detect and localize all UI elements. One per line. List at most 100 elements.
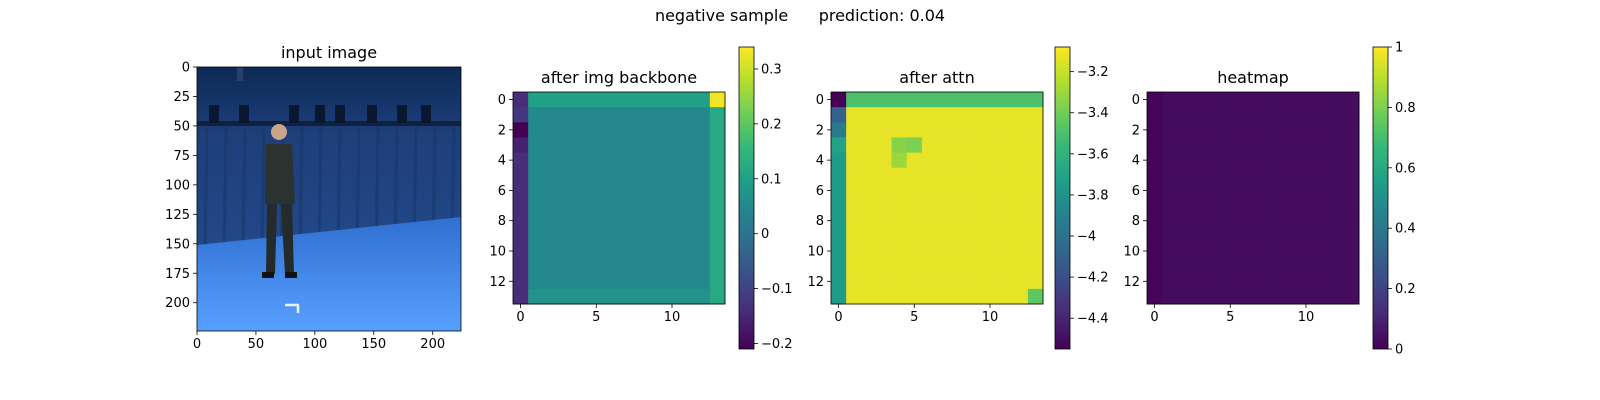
heatmap-cell — [876, 122, 893, 138]
heatmap-colorbar-label: 0 — [761, 227, 769, 242]
heatmap-cell — [1012, 152, 1029, 169]
heatmap-cell — [709, 182, 726, 199]
heatmap-cell — [921, 213, 938, 229]
heatmap-cell — [619, 107, 635, 123]
heatmap-cell — [997, 273, 1014, 290]
heatmap-colorbar-label: 0.2 — [1395, 282, 1416, 297]
heatmap-cell — [1253, 92, 1269, 108]
heatmap-cell — [1192, 243, 1209, 260]
heatmap-cell — [921, 137, 938, 154]
heatmap-cell — [603, 167, 620, 184]
heatmap-cell — [1192, 273, 1209, 290]
heatmap-cell — [952, 288, 968, 305]
heatmap-cell — [967, 92, 983, 108]
heatmap-cell — [1298, 92, 1315, 108]
input-image-xtick-label: 100 — [302, 337, 327, 352]
rig-post — [237, 67, 243, 81]
heatmap-cell — [906, 167, 923, 184]
heatmap-cell — [694, 213, 711, 229]
heatmap-cell — [1343, 152, 1360, 169]
heatmap-cell — [694, 182, 711, 199]
heatmap-cell — [649, 228, 665, 244]
heatmap-cell — [1192, 92, 1209, 108]
heatmap-cell — [1027, 258, 1044, 275]
input-image-xtick-label: 0 — [193, 337, 201, 352]
heatmap-cell — [1253, 198, 1269, 214]
heatmap-cell — [694, 92, 711, 108]
heatmap-cell — [649, 152, 665, 169]
heatmap-cell — [861, 92, 877, 108]
heatmap-ytick-label: 6 — [1132, 184, 1140, 199]
heatmap-cell — [1222, 288, 1239, 305]
heatmap-cell — [982, 243, 999, 260]
heatmap-cell — [891, 152, 908, 169]
heatmap-cell — [1328, 137, 1345, 154]
person-shoe — [262, 272, 274, 278]
heatmap-cell — [1012, 92, 1029, 108]
camera-light — [335, 105, 345, 123]
heatmap-cell — [1268, 288, 1284, 305]
heatmap-cell — [1027, 137, 1044, 154]
heatmap-cell — [1253, 107, 1269, 123]
heatmap-cell — [891, 213, 908, 229]
heatmap-cell — [619, 228, 635, 244]
heatmap-cell — [1298, 152, 1315, 169]
heatmap-cell — [952, 137, 968, 154]
heatmap-cell — [1237, 152, 1254, 169]
heatmap-cell — [876, 167, 893, 184]
heatmap-cell — [603, 122, 620, 138]
heatmap-cell — [967, 273, 983, 290]
heatmap-cell — [1222, 213, 1239, 229]
heatmap-cell — [664, 107, 681, 123]
panel-title: after attn — [899, 68, 974, 87]
heatmap-ytick-label: 6 — [816, 184, 824, 199]
heatmap-cell — [573, 152, 590, 169]
heatmap-cell — [679, 137, 696, 154]
heatmap-cell — [694, 288, 711, 305]
heatmap-cell — [528, 198, 544, 214]
heatmap-cell — [1268, 107, 1284, 123]
heatmap-cell — [573, 92, 590, 108]
panel-title: after img backbone — [541, 68, 697, 87]
heatmap-cell — [876, 152, 893, 169]
heatmap-cell — [846, 152, 862, 169]
camera-light — [421, 105, 431, 123]
heatmap-cell — [1027, 107, 1044, 123]
heatmap-cell — [528, 213, 544, 229]
heatmap-xtick-label: 0 — [1150, 310, 1158, 325]
heatmap-cell — [952, 273, 968, 290]
heatmap-cell — [664, 167, 681, 184]
heatmap-cell — [1253, 273, 1269, 290]
heatmap-colorbar — [1054, 46, 1071, 350]
heatmap-cell — [861, 288, 877, 305]
heatmap-cell — [1147, 152, 1163, 169]
heatmap-cell — [1177, 243, 1193, 260]
suptitle-sample-label: negative sample — [654, 6, 789, 25]
heatmap-cell — [952, 122, 968, 138]
heatmap-cell — [906, 92, 923, 108]
heatmap-cell — [558, 122, 575, 138]
heatmap-colorbar-label: −3.2 — [1077, 65, 1109, 80]
heatmap-cell — [709, 92, 726, 108]
curtain-fold — [222, 126, 228, 253]
heatmap-cell — [846, 228, 862, 244]
heatmap-cell — [846, 243, 862, 260]
heatmap-colorbar-label: 0.1 — [761, 172, 782, 187]
heatmap-cell — [906, 288, 923, 305]
heatmap-cell — [1177, 182, 1193, 199]
input-image-ytick-label: 0 — [182, 61, 190, 76]
heatmap-cell — [528, 258, 544, 275]
heatmap-cell — [664, 122, 681, 138]
heatmap-cell — [952, 182, 968, 199]
heatmap-ytick-label: 4 — [816, 154, 824, 169]
heatmap-cell — [513, 258, 529, 275]
input-image-xtick-label: 150 — [361, 337, 386, 352]
heatmap-cell — [937, 152, 953, 169]
heatmap-cell — [1237, 137, 1254, 154]
heatmap-cell — [603, 92, 620, 108]
heatmap-cell — [664, 213, 681, 229]
heatmap-cell — [634, 213, 650, 229]
input-image-ytick-label: 100 — [165, 178, 190, 193]
heatmap-cell — [1222, 182, 1239, 199]
heatmap-cell — [1162, 122, 1178, 138]
